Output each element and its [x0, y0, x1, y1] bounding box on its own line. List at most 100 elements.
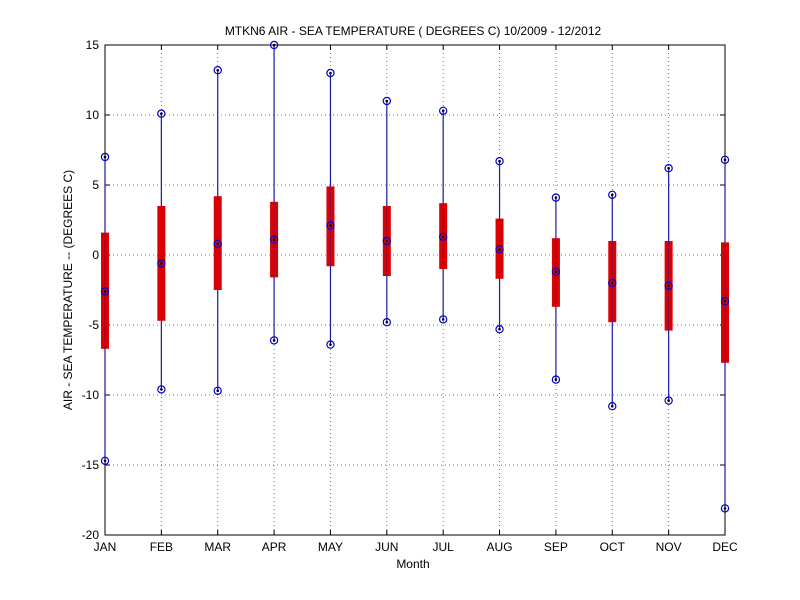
x-tick-label: OCT: [600, 540, 626, 554]
x-tick-label: NOV: [656, 540, 682, 554]
y-tick-label: 0: [92, 248, 99, 262]
min-marker-jun-dot: [385, 320, 389, 324]
max-marker-jan-ring: [100, 152, 110, 162]
y-tick-label: -10: [82, 388, 100, 402]
max-marker-mar-dot: [216, 68, 220, 72]
median-marker-jul-dot: [441, 235, 445, 239]
median-marker-oct: [608, 278, 617, 288]
x-tick-label: APR: [262, 540, 287, 554]
median-marker-sep-ring: [551, 267, 561, 276]
max-marker-nov-ring: [664, 163, 673, 173]
min-marker-feb-ring: [157, 385, 166, 394]
x-tick-label: MAY: [318, 540, 343, 554]
median-marker-oct-dot: [610, 281, 614, 285]
min-marker-jun-ring: [382, 318, 392, 327]
median-marker-dec: [720, 297, 730, 306]
min-marker-apr: [269, 336, 279, 345]
min-marker-aug: [495, 325, 504, 334]
median-marker-dec-ring: [720, 297, 730, 306]
median-marker-jun-dot: [385, 239, 389, 243]
max-marker-feb-dot: [160, 112, 163, 115]
median-marker-sep: [551, 267, 561, 276]
min-marker-oct: [608, 402, 617, 411]
max-marker-nov-dot: [667, 166, 670, 170]
min-marker-nov: [664, 396, 673, 405]
x-axis-label: Month: [396, 557, 429, 571]
y-tick-label: 5: [92, 178, 99, 192]
max-marker-apr-dot: [272, 43, 276, 47]
median-marker-jan: [100, 287, 110, 296]
min-marker-feb: [157, 385, 166, 394]
median-marker-aug-dot: [498, 248, 501, 251]
median-marker-mar: [213, 239, 222, 248]
y-tick-label: -20: [82, 528, 100, 542]
x-tick-label: JUN: [375, 540, 398, 554]
max-marker-dec: [720, 155, 730, 164]
min-marker-sep-dot: [554, 378, 558, 381]
median-marker-jan-ring: [100, 287, 110, 296]
median-marker-feb-dot: [160, 262, 163, 265]
max-marker-oct: [608, 190, 617, 199]
min-marker-apr-ring: [269, 336, 279, 345]
min-marker-nov-dot: [667, 399, 670, 402]
max-marker-may-ring: [326, 68, 335, 78]
median-marker-feb: [157, 259, 166, 268]
y-tick-label: -15: [82, 458, 100, 472]
max-marker-may: [326, 68, 335, 78]
min-marker-jan: [100, 456, 110, 465]
median-marker-jul-ring: [438, 232, 448, 241]
min-marker-feb-dot: [160, 388, 163, 391]
min-marker-jan-dot: [103, 459, 107, 463]
min-marker-oct-dot: [610, 404, 614, 408]
median-marker-jun-ring: [382, 236, 392, 246]
max-marker-aug: [495, 156, 504, 166]
median-marker-dec-dot: [723, 299, 727, 303]
median-marker-sep-dot: [554, 270, 558, 274]
median-marker-oct-ring: [608, 278, 617, 288]
median-marker-may: [326, 221, 335, 230]
min-marker-oct-ring: [608, 402, 617, 411]
min-marker-dec-ring: [720, 504, 730, 513]
box-marks: [100, 40, 730, 513]
min-marker-jul-ring: [438, 315, 448, 324]
min-marker-jan-ring: [100, 456, 110, 465]
max-marker-aug-ring: [495, 156, 504, 166]
median-marker-apr: [269, 235, 279, 244]
median-marker-aug: [495, 245, 504, 254]
min-marker-mar-ring: [213, 386, 222, 395]
x-tick-label: DEC: [712, 540, 738, 554]
y-tick-label: -5: [88, 318, 99, 332]
median-marker-nov-dot: [667, 284, 670, 288]
median-marker-may-dot: [329, 224, 332, 227]
median-marker-apr-dot: [272, 238, 276, 241]
max-marker-jul-ring: [438, 106, 448, 116]
min-marker-dec: [720, 504, 730, 513]
min-marker-apr-dot: [272, 339, 276, 342]
max-marker-jun-ring: [382, 96, 392, 106]
max-marker-jun-dot: [385, 99, 389, 103]
min-marker-sep: [551, 375, 561, 384]
min-marker-aug-dot: [498, 327, 501, 331]
min-marker-may: [326, 340, 335, 349]
median-marker-jul: [438, 232, 448, 241]
y-axis-label: AIR - SEA TEMPERATURE -- (DEGREES C): [61, 170, 75, 410]
min-marker-may-ring: [326, 340, 335, 349]
x-tick-label: MAR: [204, 540, 231, 554]
max-marker-jun: [382, 96, 392, 106]
max-marker-apr-ring: [269, 40, 279, 50]
x-tick-label: FEB: [150, 540, 173, 554]
median-marker-jan-dot: [103, 290, 107, 293]
median-marker-mar-ring: [213, 239, 222, 248]
y-tick-label: 10: [86, 108, 100, 122]
max-marker-sep-ring: [551, 193, 561, 202]
max-marker-dec-ring: [720, 155, 730, 164]
min-marker-mar-dot: [216, 389, 220, 393]
max-marker-feb-ring: [157, 109, 166, 118]
median-marker-feb-ring: [157, 259, 166, 268]
max-marker-sep: [551, 193, 561, 202]
max-marker-jul-dot: [441, 109, 445, 113]
min-marker-may-dot: [329, 343, 332, 346]
min-marker-sep-ring: [551, 375, 561, 384]
max-marker-dec-dot: [723, 158, 727, 162]
min-marker-dec-dot: [723, 507, 727, 510]
